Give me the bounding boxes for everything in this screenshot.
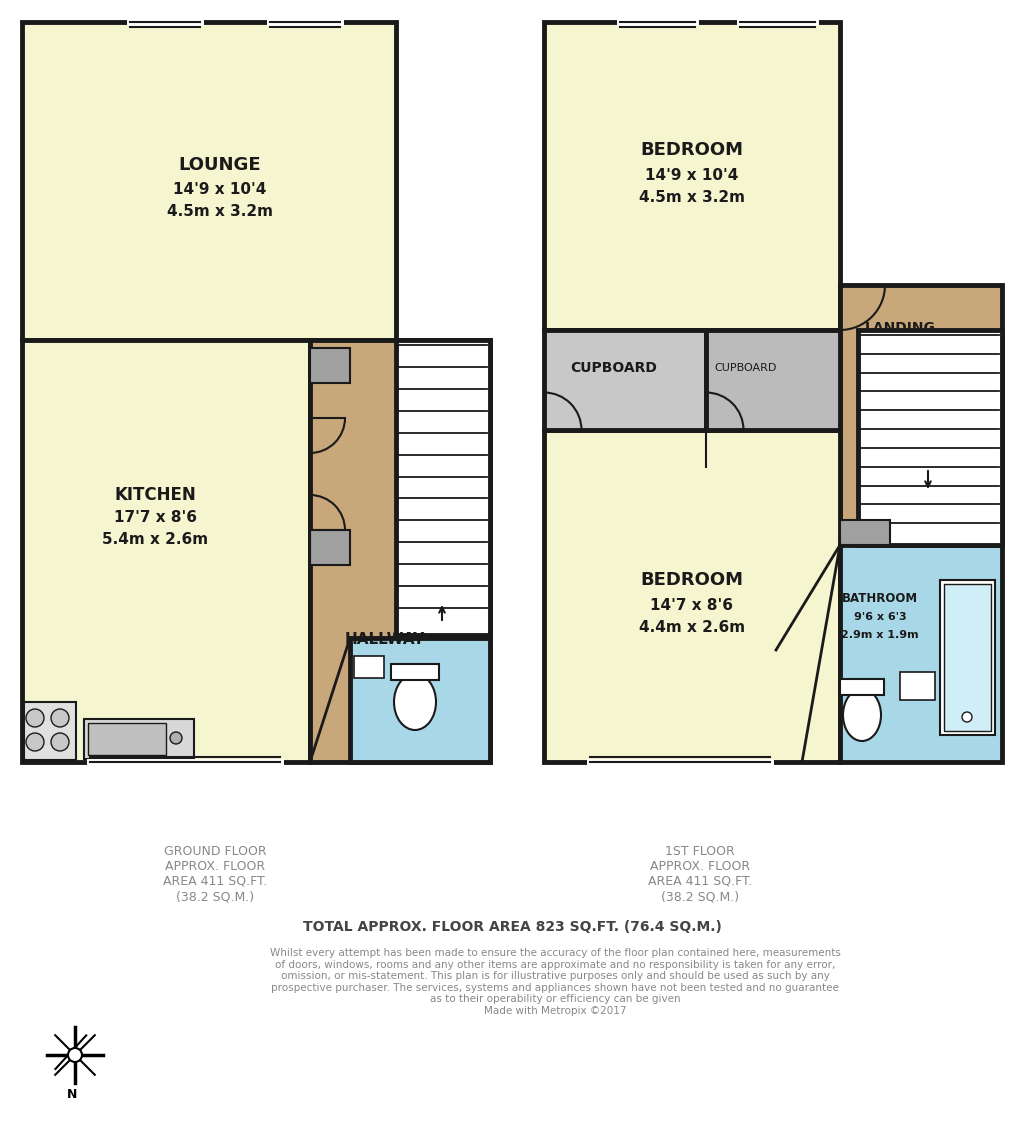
Text: LOUNGE: LOUNGE xyxy=(178,156,261,174)
Text: 1ST FLOOR
APPROX. FLOOR
AREA 411 SQ.FT.
(38.2 SQ.M.): 1ST FLOOR APPROX. FLOOR AREA 411 SQ.FT. … xyxy=(648,845,752,903)
Bar xyxy=(858,330,1002,544)
Bar xyxy=(840,520,890,544)
Bar xyxy=(840,680,884,695)
Bar xyxy=(24,702,76,760)
Text: CUPBOARD: CUPBOARD xyxy=(715,363,777,374)
Text: KITCHEN: KITCHEN xyxy=(114,486,196,504)
Bar xyxy=(310,530,350,565)
Bar xyxy=(88,723,166,755)
Text: 14'7 x 8'6: 14'7 x 8'6 xyxy=(650,597,733,612)
Text: Whilst every attempt has been made to ensure the accuracy of the floor plan cont: Whilst every attempt has been made to en… xyxy=(269,948,841,1016)
Circle shape xyxy=(51,734,69,752)
Text: 9'6 x 6'3: 9'6 x 6'3 xyxy=(854,612,906,622)
Bar xyxy=(22,340,310,762)
Bar xyxy=(940,580,995,735)
Text: 17'7 x 8'6: 17'7 x 8'6 xyxy=(114,511,197,525)
Bar xyxy=(391,664,439,680)
Bar xyxy=(354,656,384,678)
Circle shape xyxy=(26,734,44,752)
Bar xyxy=(944,584,991,731)
Text: HALLWAY: HALLWAY xyxy=(345,632,425,648)
Circle shape xyxy=(170,732,182,744)
Text: LANDING: LANDING xyxy=(864,321,936,335)
Text: CUPBOARD: CUPBOARD xyxy=(570,361,657,375)
Text: BATHROOM: BATHROOM xyxy=(842,592,919,604)
Bar xyxy=(350,638,490,762)
Bar xyxy=(840,285,1002,544)
Bar xyxy=(706,330,840,430)
Circle shape xyxy=(68,1048,82,1062)
Bar xyxy=(22,22,396,340)
Ellipse shape xyxy=(394,674,436,730)
Text: 4.5m x 3.2m: 4.5m x 3.2m xyxy=(167,205,273,219)
Text: 14'9 x 10'4: 14'9 x 10'4 xyxy=(645,168,738,182)
Text: 2.9m x 1.9m: 2.9m x 1.9m xyxy=(841,630,919,640)
Text: 5.4m x 2.6m: 5.4m x 2.6m xyxy=(102,532,208,548)
Bar xyxy=(544,22,840,330)
Circle shape xyxy=(962,712,972,722)
Bar xyxy=(396,340,490,634)
Text: BEDROOM: BEDROOM xyxy=(640,572,743,590)
Ellipse shape xyxy=(843,688,881,741)
Bar xyxy=(84,719,194,759)
Text: N: N xyxy=(67,1089,77,1101)
Text: 4.4m x 2.6m: 4.4m x 2.6m xyxy=(639,620,745,634)
Text: GROUND FLOOR
APPROX. FLOOR
AREA 411 SQ.FT.
(38.2 SQ.M.): GROUND FLOOR APPROX. FLOOR AREA 411 SQ.F… xyxy=(163,845,267,903)
Bar xyxy=(310,340,490,762)
Text: BEDROOM: BEDROOM xyxy=(640,141,743,159)
Bar xyxy=(900,672,935,700)
Bar xyxy=(310,348,350,382)
Bar xyxy=(544,330,706,430)
Text: TOTAL APPROX. FLOOR AREA 823 SQ.FT. (76.4 SQ.M.): TOTAL APPROX. FLOOR AREA 823 SQ.FT. (76.… xyxy=(302,920,722,934)
Bar xyxy=(544,430,840,762)
Bar xyxy=(840,544,1002,762)
Text: 4.5m x 3.2m: 4.5m x 3.2m xyxy=(639,189,745,205)
Circle shape xyxy=(26,709,44,727)
Text: 14'9 x 10'4: 14'9 x 10'4 xyxy=(173,182,266,198)
Circle shape xyxy=(51,709,69,727)
